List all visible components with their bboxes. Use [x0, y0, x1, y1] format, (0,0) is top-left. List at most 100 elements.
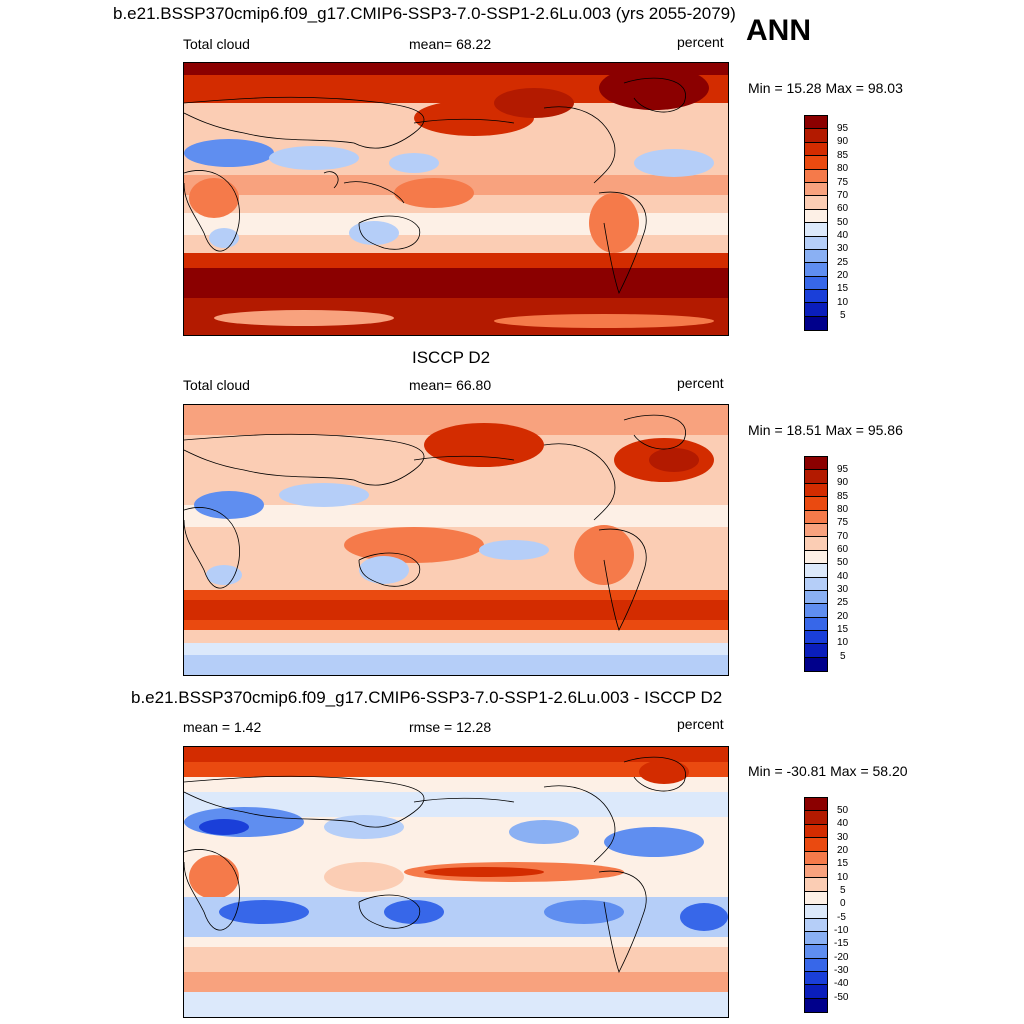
panel-3-colorbar-cell: [805, 824, 827, 839]
panel-2-colorbar-cell: [805, 564, 827, 578]
panel-2-map: [183, 404, 729, 676]
panel-2-colorbar-cell: [805, 577, 827, 591]
panel-2-minmax-label: Min = 18.51 Max = 95.86: [748, 422, 903, 438]
panel-1-colorbar-cell: [805, 196, 827, 210]
panel-2-colorbar-tick: 70: [837, 531, 849, 542]
panel-1-colorbar-tick: 70: [837, 190, 849, 201]
panel-3-colorbar-cell: [805, 798, 827, 812]
panel-2-title: ISCCP D2: [412, 348, 491, 367]
panel-2-colorbar-cell: [805, 617, 827, 632]
panel-1-colorbar-cell: [805, 156, 827, 170]
panel-2-colorbar-cell: [805, 644, 827, 658]
panel-1-colorbar: [804, 115, 828, 332]
panel-3-colorbar-tick: -10: [834, 925, 849, 936]
panel-2-colorbar-tick: 40: [837, 571, 849, 582]
panel-3-minmax-label: Min = -30.81 Max = 58.20: [748, 763, 908, 779]
panel-3-colorbar-tick: -5: [837, 912, 846, 923]
panel-2-colorbar-tick: 95: [837, 464, 849, 475]
panel-1-title: b.e21.BSSP370cmip6.f09_g17.CMIP6-SSP3-7.…: [113, 4, 736, 23]
panel-1-colorbar-cell: [805, 169, 827, 183]
panel-1-map: [183, 62, 729, 336]
panel-1-colorbar-tick: 20: [837, 270, 849, 281]
panel-3-colorbar-tick: -30: [834, 965, 849, 976]
panel-2-colorbar-cell: [805, 550, 827, 565]
panel-3-colorbar-cell: [805, 931, 827, 946]
panel-3-colorbar-cell: [805, 945, 827, 959]
panel-3-colorbar-tick: 10: [837, 872, 849, 883]
panel-1-colorbar-cell: [805, 249, 827, 264]
panel-1-colorbar-tick: 15: [837, 283, 849, 294]
panel-1-colorbar-cell: [805, 303, 827, 317]
panel-2-colorbar-cell: [805, 510, 827, 524]
panel-2-colorbar-tick: 80: [837, 504, 849, 515]
panel-2-colorbar-tick: 60: [837, 544, 849, 555]
panel-1-mean-label: mean= 68.22: [409, 36, 492, 52]
panel-2-colorbar-tick: 5: [840, 651, 846, 662]
panel-2-colorbar-tick: 50: [837, 557, 849, 568]
panel-3-colorbar-tick: -50: [834, 992, 849, 1003]
panel-3-colorbar-tick: -40: [834, 978, 849, 989]
panel-1-minmax-label: Min = 15.28 Max = 98.03: [748, 80, 903, 96]
panel-3-colorbar-cell: [805, 891, 827, 906]
panel-3-mean-label: mean = 1.42: [183, 719, 262, 735]
season-label: ANN: [746, 14, 811, 47]
panel-1-colorbar-tick: 95: [837, 123, 849, 134]
panel-3-colorbar-tick: 30: [837, 832, 849, 843]
panel-1-colorbar-cell: [805, 209, 827, 224]
panel-3-rmse-label: rmse = 12.28: [409, 719, 492, 735]
panel-3-colorbar: [804, 797, 828, 1014]
panel-1-colorbar-tick: 75: [837, 177, 849, 188]
panel-1-colorbar-cell: [805, 223, 827, 237]
panel-3-colorbar-cell: [805, 998, 827, 1013]
panel-1-colorbar-cell: [805, 290, 827, 304]
panel-1-colorbar-cell: [805, 276, 827, 291]
panel-1-colorbar-tick: 85: [837, 150, 849, 161]
panel-3-colorbar-cell: [805, 838, 827, 852]
panel-1-colorbar-tick: 10: [837, 297, 849, 308]
panel-1-colorbar-tick: 80: [837, 163, 849, 174]
panel-2-colorbar-cell: [805, 457, 827, 471]
panel-3-colorbar-tick: 40: [837, 818, 849, 829]
panel-2-colorbar-cell: [805, 497, 827, 511]
panel-3-colorbar-cell: [805, 878, 827, 892]
panel-2-colorbar-tick: 30: [837, 584, 849, 595]
panel-2-colorbar-cell: [805, 590, 827, 605]
panel-3-colorbar-cell: [805, 985, 827, 999]
panel-3-colorbar-cell: [805, 811, 827, 825]
panel-1-units-label: percent: [677, 34, 724, 50]
panel-3-colorbar-tick: 50: [837, 805, 849, 816]
panel-3-map: [183, 746, 729, 1018]
panel-2-colorbar-tick: 10: [837, 637, 849, 648]
panel-1-colorbar-cell: [805, 129, 827, 143]
panel-2-units-label: percent: [677, 375, 724, 391]
panel-1-colorbar-tick: 25: [837, 257, 849, 268]
panel-2-colorbar-tick: 85: [837, 491, 849, 502]
panel-2-colorbar-tick: 75: [837, 517, 849, 528]
panel-2-colorbar-cell: [805, 657, 827, 672]
panel-3-title: b.e21.BSSP370cmip6.f09_g17.CMIP6-SSP3-7.…: [131, 688, 723, 707]
panel-1-variable-label: Total cloud: [183, 36, 250, 52]
panel-2-colorbar-tick: 15: [837, 624, 849, 635]
panel-1-colorbar-tick: 90: [837, 136, 849, 147]
panel-1-colorbar-tick: 40: [837, 230, 849, 241]
panel-1-colorbar-cell: [805, 182, 827, 197]
panel-2-colorbar-tick: 90: [837, 477, 849, 488]
panel-3-colorbar-tick: -20: [834, 952, 849, 963]
panel-2-colorbar-cell: [805, 604, 827, 618]
panel-1-colorbar-tick: 5: [840, 310, 846, 321]
panel-3-colorbar-cell: [805, 918, 827, 932]
panel-1-colorbar-cell: [805, 263, 827, 277]
panel-3-units-label: percent: [677, 716, 724, 732]
panel-1-colorbar-tick: 60: [837, 203, 849, 214]
panel-2-mean-label: mean= 66.80: [409, 377, 492, 393]
panel-3-colorbar-tick: -15: [834, 938, 849, 949]
panel-1-colorbar-cell: [805, 316, 827, 331]
panel-3-colorbar-cell: [805, 851, 827, 865]
panel-3-colorbar-cell: [805, 958, 827, 973]
panel-2-colorbar-cell: [805, 631, 827, 645]
panel-2-variable-label: Total cloud: [183, 377, 250, 393]
panel-3-colorbar-cell: [805, 905, 827, 919]
panel-1-colorbar-tick: 50: [837, 217, 849, 228]
panel-2-colorbar-cell: [805, 470, 827, 484]
panel-2-colorbar-cell: [805, 537, 827, 551]
